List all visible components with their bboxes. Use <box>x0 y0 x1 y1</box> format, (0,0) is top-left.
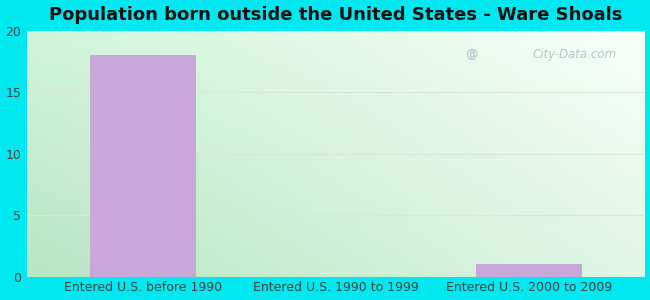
Title: Population born outside the United States - Ware Shoals: Population born outside the United State… <box>49 6 623 24</box>
Text: City-Data.com: City-Data.com <box>532 48 617 61</box>
Text: @: @ <box>465 48 478 61</box>
Bar <box>90 55 196 277</box>
Bar <box>476 264 582 277</box>
